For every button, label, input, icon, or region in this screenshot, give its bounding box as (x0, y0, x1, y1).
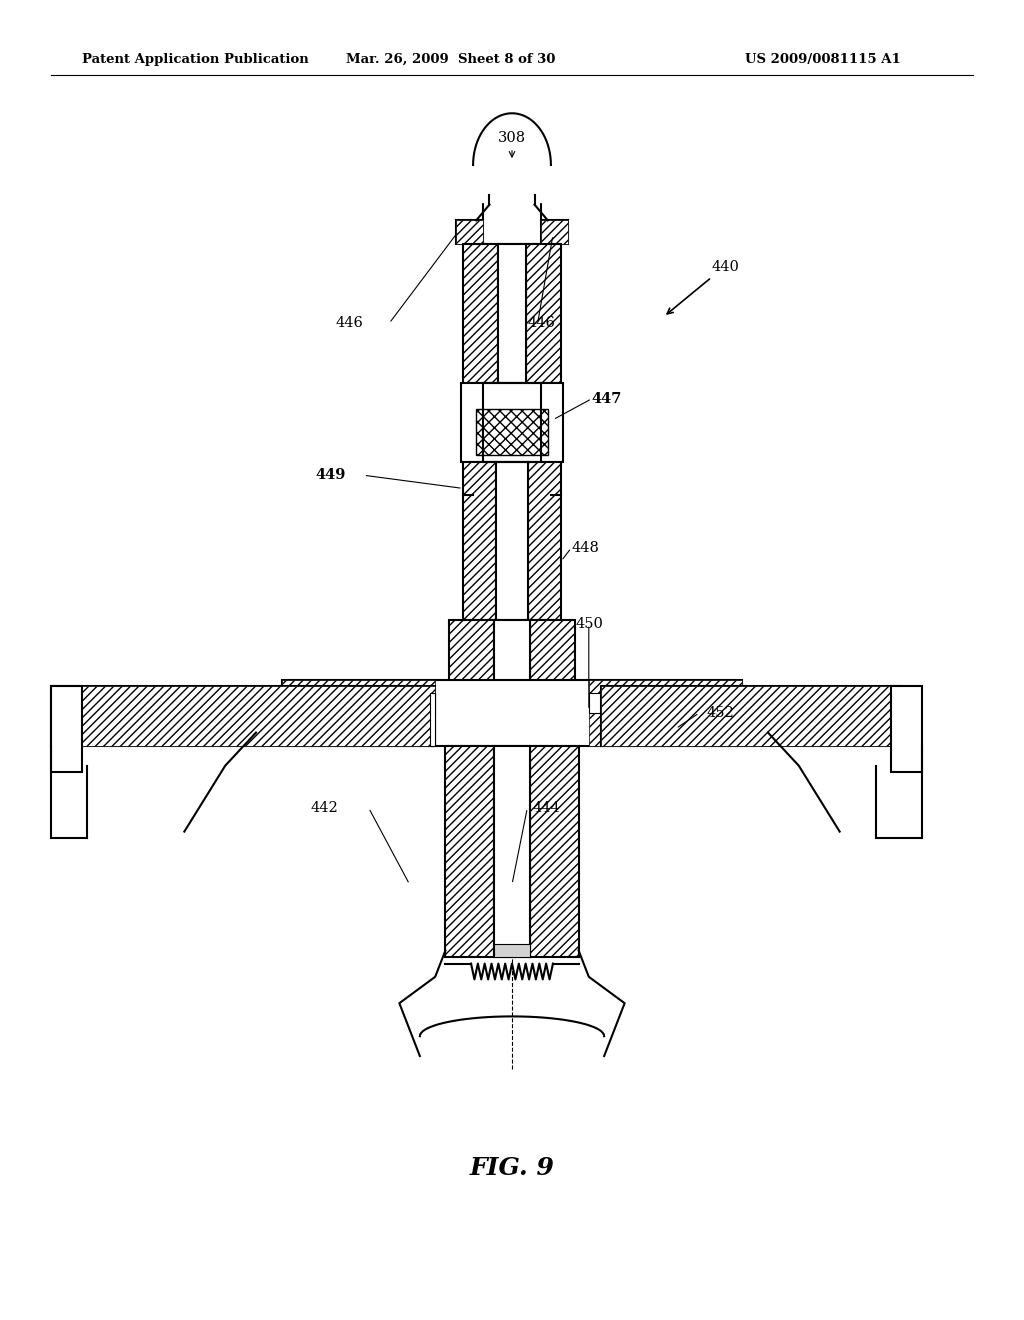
Bar (282, 680, 435, 746)
Bar (51, 686, 435, 746)
Text: 446: 446 (527, 317, 555, 330)
Text: FIG. 9: FIG. 9 (470, 1156, 554, 1180)
Bar (589, 680, 742, 746)
Bar (601, 686, 901, 746)
Bar (498, 244, 526, 383)
Bar (541, 220, 568, 244)
Bar (423, 693, 435, 713)
Bar (456, 220, 568, 244)
Bar (530, 746, 579, 957)
Bar (282, 680, 742, 746)
Bar (483, 383, 541, 462)
Bar (51, 686, 435, 746)
Bar (601, 686, 901, 746)
Bar (526, 244, 561, 383)
Bar (476, 409, 548, 455)
Bar (445, 746, 494, 957)
Bar (891, 686, 922, 772)
Bar (430, 693, 435, 746)
Text: 446: 446 (336, 317, 364, 330)
Bar (496, 462, 528, 620)
Bar (461, 383, 563, 462)
Bar (528, 462, 561, 620)
Bar (494, 746, 530, 957)
Text: 452: 452 (707, 706, 734, 719)
Text: 442: 442 (310, 801, 338, 814)
Text: Mar. 26, 2009  Sheet 8 of 30: Mar. 26, 2009 Sheet 8 of 30 (346, 53, 555, 66)
Text: 308: 308 (498, 131, 526, 145)
Text: 448: 448 (571, 541, 599, 554)
Text: 440: 440 (712, 260, 739, 273)
Bar (494, 620, 530, 713)
Text: 450: 450 (575, 618, 603, 631)
Bar (463, 244, 498, 383)
Bar (51, 686, 82, 772)
Bar (530, 620, 575, 713)
Bar (589, 693, 601, 713)
Text: 447: 447 (592, 392, 623, 405)
Bar (456, 220, 483, 244)
Text: Patent Application Publication: Patent Application Publication (82, 53, 308, 66)
Bar (463, 462, 496, 620)
Bar (449, 620, 494, 713)
Bar (483, 191, 541, 244)
Text: 444: 444 (532, 801, 560, 814)
Text: US 2009/0081115 A1: US 2009/0081115 A1 (745, 53, 901, 66)
Bar (494, 944, 530, 957)
Text: 449: 449 (315, 469, 346, 482)
